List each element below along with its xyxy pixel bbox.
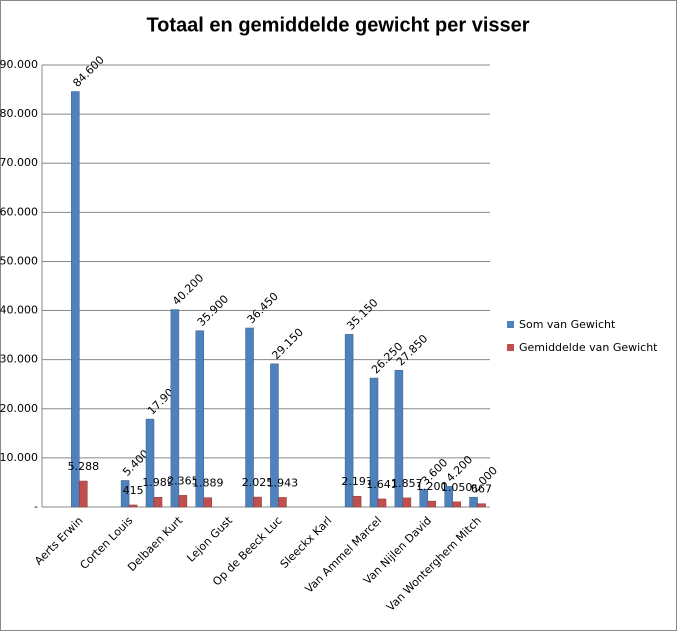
chart-title: Totaal en gemiddelde gewicht per visser xyxy=(146,14,529,36)
bar xyxy=(170,309,180,508)
bar xyxy=(120,480,130,508)
bar xyxy=(245,327,254,508)
y-tick-label: 20.000 xyxy=(0,402,38,415)
bar xyxy=(145,418,155,508)
bar xyxy=(427,500,437,508)
value-label: 2.365 xyxy=(167,474,199,487)
bar xyxy=(444,486,453,508)
y-tick-label: 10.000 xyxy=(0,451,38,464)
legend-swatch xyxy=(507,321,514,328)
bar xyxy=(278,497,287,508)
bar xyxy=(377,498,387,508)
bar xyxy=(452,501,461,508)
value-label: 2.197 xyxy=(341,475,373,488)
value-label: 2.025 xyxy=(242,476,274,489)
y-tick-label: 80.000 xyxy=(0,107,38,120)
legend-label: Som van Gewicht xyxy=(519,318,616,331)
bar xyxy=(352,495,362,508)
bar xyxy=(344,334,354,508)
bar xyxy=(469,496,478,508)
y-tick-label: 30.000 xyxy=(0,353,38,366)
y-tick-label: 40.000 xyxy=(0,304,38,317)
legend-swatch xyxy=(507,344,514,351)
bar xyxy=(477,503,486,508)
y-tick-label: 60.000 xyxy=(0,205,38,218)
bar xyxy=(195,330,205,508)
y-tick-label: 50.000 xyxy=(0,254,38,267)
value-label: 1.857 xyxy=(391,477,423,490)
bar xyxy=(128,504,138,508)
y-tick-label: 70.000 xyxy=(0,156,38,169)
value-label: 1.641 xyxy=(366,478,398,491)
value-label: 1.943 xyxy=(267,476,299,489)
bar xyxy=(153,496,163,508)
value-label: 1.889 xyxy=(192,477,224,490)
bar xyxy=(71,91,80,508)
legend-label: Gemiddelde van Gewicht xyxy=(519,341,658,354)
bar xyxy=(270,363,279,508)
bar xyxy=(203,497,213,508)
value-label: 1.050 xyxy=(441,481,473,494)
value-label: 415 xyxy=(123,484,144,497)
bar xyxy=(402,497,412,508)
bar xyxy=(79,480,88,508)
y-tick-label: 90.000 xyxy=(0,58,38,71)
bar xyxy=(394,369,404,508)
bar xyxy=(369,377,379,508)
y-tick-label: - xyxy=(34,500,38,513)
bar xyxy=(419,489,429,508)
bar xyxy=(178,495,188,508)
value-label: 667 xyxy=(471,483,492,496)
bar xyxy=(253,496,262,508)
value-label: 1.200 xyxy=(416,480,448,493)
value-label: 5.288 xyxy=(68,460,100,473)
value-label: 1.989 xyxy=(142,476,174,489)
